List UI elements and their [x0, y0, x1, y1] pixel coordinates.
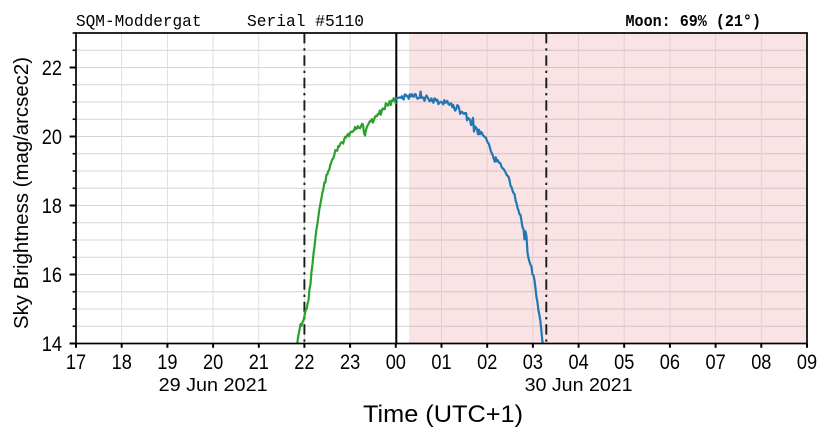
svg-text:16: 16 — [42, 264, 62, 287]
svg-text:Serial #5110: Serial #5110 — [247, 12, 364, 31]
svg-text:30 Jun 2021: 30 Jun 2021 — [525, 374, 633, 395]
svg-text:23: 23 — [340, 351, 360, 374]
svg-text:29 Jun 2021: 29 Jun 2021 — [159, 374, 268, 395]
svg-text:Sky Brightness (mag/arcsec2): Sky Brightness (mag/arcsec2) — [11, 57, 33, 329]
svg-text:18: 18 — [42, 195, 62, 218]
svg-text:07: 07 — [706, 351, 726, 374]
svg-text:18: 18 — [112, 351, 132, 374]
svg-text:05: 05 — [614, 351, 634, 374]
svg-text:17: 17 — [66, 351, 86, 374]
svg-text:14: 14 — [42, 333, 62, 356]
svg-text:21: 21 — [249, 351, 269, 374]
svg-text:SQM-Moddergat: SQM-Moddergat — [76, 12, 202, 31]
svg-text:09: 09 — [797, 351, 817, 374]
svg-text:04: 04 — [569, 351, 589, 374]
svg-text:02: 02 — [477, 351, 497, 374]
svg-text:22: 22 — [42, 57, 62, 80]
svg-text:00: 00 — [386, 351, 406, 374]
svg-text:Moon: 69% (21°): Moon: 69% (21°) — [626, 12, 762, 31]
svg-text:03: 03 — [523, 351, 543, 374]
svg-text:08: 08 — [751, 351, 771, 374]
svg-text:20: 20 — [42, 126, 62, 149]
svg-text:22: 22 — [294, 351, 314, 374]
svg-text:20: 20 — [203, 351, 223, 374]
svg-text:19: 19 — [157, 351, 177, 374]
svg-text:06: 06 — [660, 351, 680, 374]
svg-text:Time (UTC+1): Time (UTC+1) — [363, 401, 523, 428]
svg-text:01: 01 — [431, 351, 451, 374]
